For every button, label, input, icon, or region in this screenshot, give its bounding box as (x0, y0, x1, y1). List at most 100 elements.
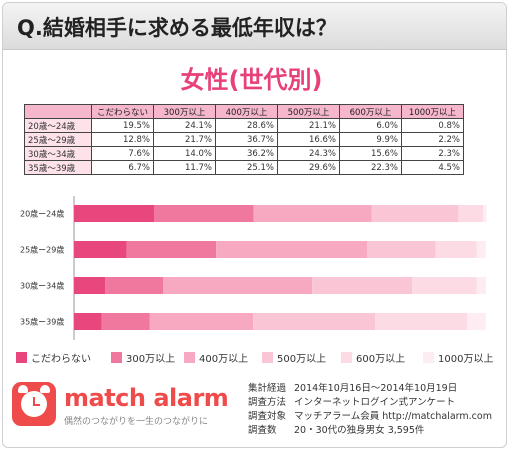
survey-info-value: マッチアラーム会員 http://matchalarm.com (294, 411, 492, 422)
legend-swatch (111, 352, 122, 363)
table-corner-cell (24, 104, 92, 119)
table-row: 25歳〜29歳 12.8% 21.7% 36.7% 16.6% 9.9% 2.2… (24, 132, 464, 147)
bar-segment (312, 277, 413, 294)
table-row: 35歳〜39歳 6.7% 11.7% 25.1% 29.6% 22.3% 4.5… (24, 160, 464, 175)
table-row-label: 25歳〜29歳 (24, 132, 92, 147)
question-title: Q.結婚相手に求める最低年収は？ (17, 16, 337, 40)
bar-segment (476, 241, 486, 258)
table-cell: 16.6% (277, 132, 340, 147)
table-cell: 24.3% (277, 146, 340, 161)
table-cell: 11.7% (153, 160, 216, 175)
legend-swatch (423, 352, 434, 363)
table-cell: 2.3% (401, 146, 464, 161)
table-cell: 25.1% (215, 160, 278, 175)
bar-segment (435, 241, 477, 258)
title-bar: Q.結婚相手に求める最低年収は？ (3, 3, 506, 50)
table-cell: 0.8% (401, 118, 464, 133)
y-tick-label: 25歳ー29歳 (20, 245, 64, 255)
table-cell: 21.7% (153, 132, 216, 147)
brand-logo: match alarm (64, 384, 229, 412)
bar-segment (154, 205, 254, 222)
survey-info-value: 20・30代の独身男女 3,595件 (294, 425, 425, 436)
brand-tagline: 偶然のつながりを一生のつながりに (64, 417, 209, 427)
bar-segment (367, 241, 436, 258)
table-row: 30歳〜34歳 7.6% 14.0% 36.2% 24.3% 15.6% 2.3… (24, 146, 464, 161)
legend-swatch (184, 352, 195, 363)
bar-segment (74, 241, 127, 258)
table-cell: 28.6% (215, 118, 278, 133)
bar-segment (74, 205, 155, 222)
table-column-header: 300万以上 (153, 104, 216, 119)
survey-info-row: 調査方法 インターネットログイン式アンケート (248, 394, 492, 408)
legend-label: 400万以上 (199, 354, 249, 365)
legend-item: 1000万以上 (423, 350, 493, 365)
bar-segment (371, 205, 459, 222)
chart-legend: こだわらない 300万以上 400万以上 500万以上 600万以上 1000万以上 (16, 350, 496, 366)
table-header-row: こだわらない 300万以上 400万以上 500万以上 600万以上 1000万… (24, 104, 464, 119)
survey-info-row: 調査対象 マッチアラーム会員 http://matchalarm.com (248, 408, 492, 422)
table-row-label: 30歳〜34歳 (24, 146, 92, 161)
stacked-bar-chart: 20歳ー24歳 25歳ー29歳 30歳ー34歳 35歳ー39歳 (20, 196, 487, 340)
legend-item: こだわらない (16, 350, 91, 365)
table-cell: 22.3% (339, 160, 402, 175)
alarm-clock-icon (12, 382, 56, 426)
bar-segment (467, 313, 486, 330)
table-row: 20歳〜24歳 19.5% 24.1% 28.6% 21.1% 6.0% 0.8… (24, 118, 464, 133)
legend-label: こだわらない (31, 354, 91, 365)
legend-swatch (262, 352, 273, 363)
table-column-header: 400万以上 (215, 104, 278, 119)
legend-label: 1000万以上 (438, 354, 494, 365)
table-cell: 15.6% (339, 146, 402, 161)
bar-segment (74, 313, 102, 330)
legend-label: 600万以上 (356, 354, 406, 365)
bar-segment (126, 241, 217, 258)
table-column-header: 500万以上 (277, 104, 340, 119)
bar-segment (412, 277, 477, 294)
bar-segment (149, 313, 254, 330)
survey-info-row: 集計経過 2014年10月16日〜2014年10月19日 (248, 380, 492, 394)
bar-segment (375, 313, 468, 330)
y-tick-label: 20歳ー24歳 (20, 209, 64, 219)
table-cell: 14.0% (153, 146, 216, 161)
bar-segment (101, 313, 150, 330)
table-cell: 6.7% (91, 160, 154, 175)
table-cell: 19.5% (91, 118, 154, 133)
survey-info-key: 集計経過 (248, 383, 287, 394)
survey-info-value: 2014年10月16日〜2014年10月19日 (294, 383, 458, 394)
table-cell: 24.1% (153, 118, 216, 133)
legend-item: 300万以上 (111, 350, 175, 365)
bar-segment (458, 205, 484, 222)
legend-item: 600万以上 (341, 350, 405, 365)
survey-info: 集計経過 2014年10月16日〜2014年10月19日 調査方法 インターネットロ… (248, 380, 492, 436)
legend-item: 500万以上 (262, 350, 326, 365)
table-column-header: 600万以上 (339, 104, 402, 119)
table-cell: 7.6% (91, 146, 154, 161)
table-cell: 6.0% (339, 118, 402, 133)
data-table: こだわらない 300万以上 400万以上 500万以上 600万以上 1000万… (24, 104, 464, 175)
survey-info-key: 調査対象 (248, 411, 287, 422)
bar-segment (476, 277, 486, 294)
y-tick-label: 30歳ー34歳 (20, 281, 64, 291)
table-column-header: 1000万以上 (401, 104, 464, 119)
survey-info-key: 調査方法 (248, 397, 287, 408)
table-cell: 9.9% (339, 132, 402, 147)
table-cell: 21.1% (277, 118, 340, 133)
bar-segment (483, 205, 487, 222)
legend-label: 300万以上 (126, 354, 176, 365)
table-column-header: こだわらない (91, 104, 154, 119)
survey-info-row: 調査数 20・30代の独身男女 3,595件 (248, 422, 492, 436)
survey-info-key: 調査数 (248, 425, 277, 436)
chart-subtitle: 女性(世代別) (180, 66, 323, 94)
legend-label: 500万以上 (277, 354, 327, 365)
table-cell: 36.2% (215, 146, 278, 161)
y-tick-label: 35歳ー39歳 (20, 317, 64, 327)
table-cell: 12.8% (91, 132, 154, 147)
table-cell: 2.2% (401, 132, 464, 147)
legend-swatch (16, 352, 27, 363)
bar-segment (216, 241, 368, 258)
table-cell: 36.7% (215, 132, 278, 147)
table-cell: 4.5% (401, 160, 464, 175)
bar-segment (74, 277, 106, 294)
survey-info-value: インターネットログイン式アンケート (294, 397, 456, 408)
table-cell: 29.6% (277, 160, 340, 175)
